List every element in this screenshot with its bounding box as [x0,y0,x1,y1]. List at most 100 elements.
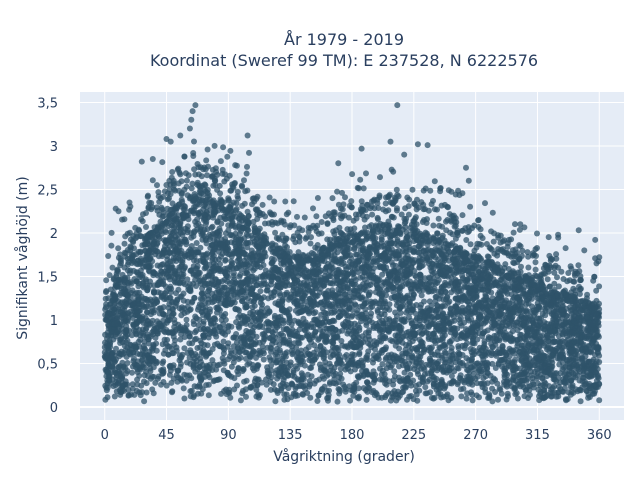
scatter-point [252,375,259,382]
scatter-point [206,272,213,279]
scatter-point [436,295,443,302]
scatter-point [122,365,129,371]
scatter-point [170,350,177,357]
scatter-point [279,279,286,286]
scatter-point [172,243,179,250]
scatter-point [422,384,429,391]
scatter-point [418,331,425,338]
scatter-point [569,382,576,389]
scatter-point [536,343,543,350]
scatter-point [303,332,310,339]
scatter-point [391,373,398,380]
scatter-point [334,398,341,405]
scatter-point [418,292,425,299]
scatter-point [306,378,313,384]
scatter-point [273,367,280,374]
scatter-point [157,305,164,312]
scatter-point [404,364,411,371]
scatter-point [417,272,424,279]
scatter-point [181,310,188,316]
scatter-point [495,396,501,403]
scatter-point [497,280,504,287]
scatter-point [325,394,332,401]
scatter-point [154,318,161,325]
scatter-point [505,393,511,400]
scatter-point [504,290,511,297]
scatter-point [510,374,517,381]
scatter-point [206,286,213,293]
scatter-point [172,337,178,344]
scatter-point [192,313,199,320]
scatter-point [518,371,524,378]
scatter-point [359,362,366,369]
scatter-point [411,244,418,251]
scatter-point [568,377,575,384]
scatter-point [271,312,278,319]
scatter-point [294,301,300,308]
scatter-point [356,288,363,295]
scatter-point [422,390,429,397]
scatter-point [492,365,499,371]
scatter-point [254,363,261,370]
scatter-point [442,326,449,333]
scatter-point [429,307,436,314]
scatter-point [559,338,566,344]
scatter-point [134,376,141,383]
scatter-point [318,386,325,393]
scatter-point [366,327,373,334]
scatter-point [257,299,264,306]
scatter-point [288,394,295,401]
scatter-point [540,387,547,394]
scatter-point [243,254,250,261]
scatter-point [348,313,355,320]
scatter-point [194,263,201,270]
scatter-point [406,340,413,347]
scatter-point [563,379,570,386]
scatter-point [314,398,321,404]
scatter-point [203,240,210,247]
scatter-point [452,359,459,366]
scatter-point [218,312,225,319]
scatter-point [189,298,196,305]
scatter-point [102,339,108,346]
scatter-point [427,345,434,352]
scatter-point [300,279,307,286]
scatter-point [129,287,136,294]
scatter-point [232,354,239,360]
scatter-point [162,283,169,290]
scatter-point [209,367,216,373]
scatter-point [379,317,386,324]
scatter-point [468,349,475,356]
scatter-point [311,356,318,363]
scatter-point [234,257,241,264]
scatter-point [360,385,367,392]
scatter-point [355,314,362,320]
scatter-point [193,240,200,246]
scatter-point [228,363,235,370]
scatter-point [171,328,178,335]
scatter-point [214,306,221,313]
scatter-point [427,275,434,282]
scatter-point [381,255,388,262]
scatter-point [233,234,240,241]
scatter-point [577,398,584,405]
scatter-point [365,384,372,391]
scatter-point [286,319,292,326]
scatter-point [541,305,548,312]
scatter-point [458,393,465,400]
scatter-point [231,386,238,393]
scatter-point [355,322,361,329]
scatter-point [260,356,267,363]
scatter-point [195,211,202,218]
scatter-point [338,338,345,344]
scatter-point [403,309,410,316]
scatter-point [335,328,342,335]
scatter-point [242,270,249,277]
scatter-point [143,321,150,328]
scatter-point [401,369,408,376]
scatter-point [141,398,148,405]
scatter-point [240,249,247,256]
scatter-point [163,296,170,303]
scatter-point [250,298,257,305]
scatter-point [337,365,344,372]
